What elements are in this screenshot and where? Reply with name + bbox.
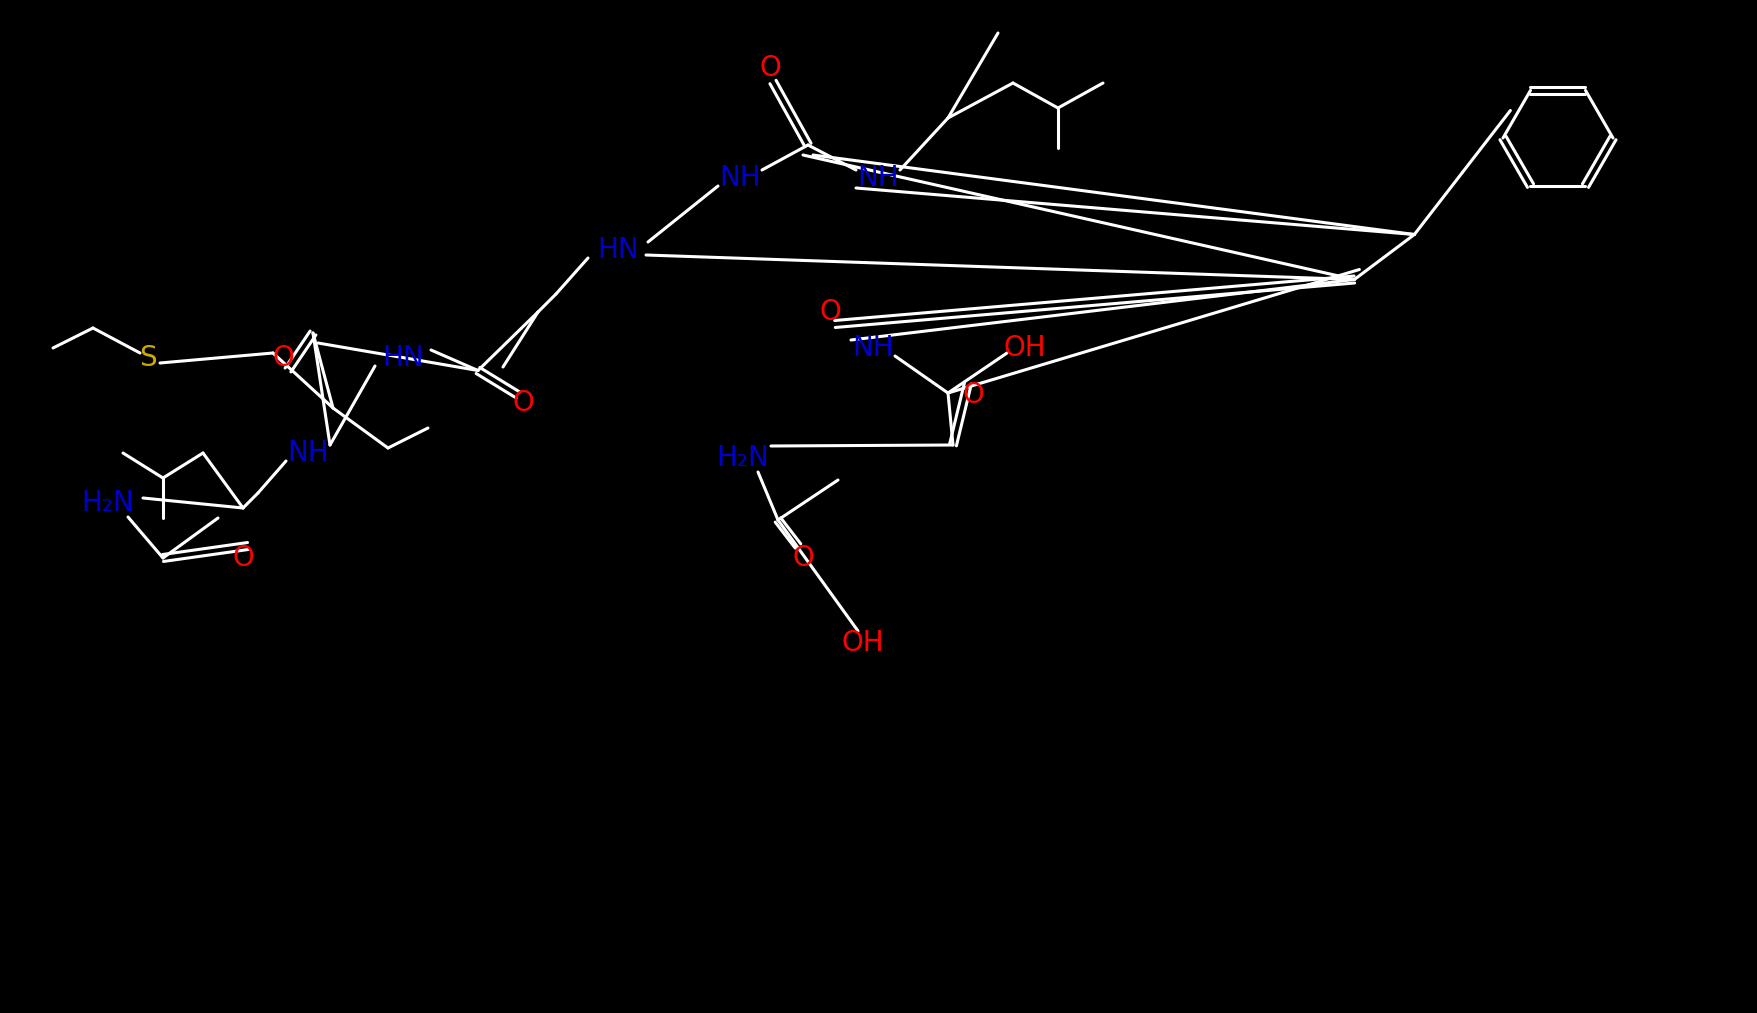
Text: NH: NH	[719, 164, 761, 192]
Text: OH: OH	[842, 629, 884, 657]
Text: HN: HN	[381, 344, 423, 372]
Text: NH: NH	[857, 164, 898, 192]
Text: H₂N: H₂N	[81, 489, 134, 517]
Text: O: O	[232, 544, 253, 572]
Text: HN: HN	[597, 236, 638, 264]
Text: O: O	[511, 389, 534, 417]
Text: H₂N: H₂N	[717, 444, 770, 472]
Text: O: O	[759, 54, 780, 82]
Text: O: O	[819, 298, 840, 326]
Text: NH: NH	[852, 334, 893, 362]
Text: O: O	[792, 544, 813, 572]
Text: O: O	[961, 381, 984, 409]
Text: S: S	[139, 344, 156, 372]
Text: NH: NH	[286, 439, 329, 467]
Text: O: O	[272, 344, 293, 372]
Text: OH: OH	[1003, 334, 1045, 362]
